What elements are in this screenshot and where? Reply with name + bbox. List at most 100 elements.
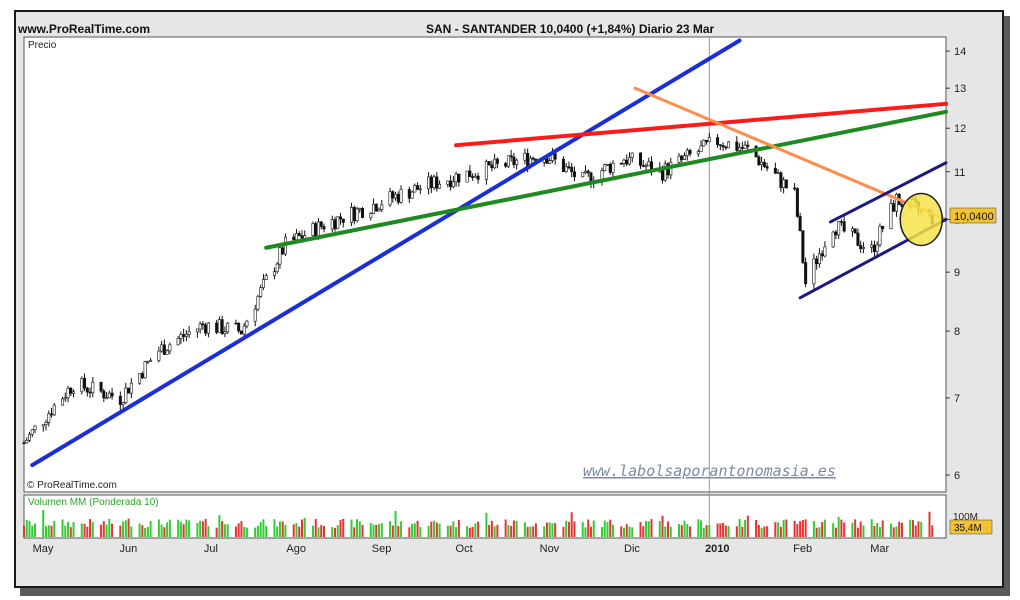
volume-bar	[127, 518, 130, 537]
volume-bar	[757, 524, 760, 537]
candle-body	[272, 271, 276, 276]
site-label: www.ProRealTime.com	[18, 22, 151, 36]
candle-body	[487, 161, 491, 166]
orange-trendline	[633, 86, 948, 221]
volume-bar	[160, 524, 163, 537]
candle-body	[44, 422, 48, 425]
volume-bar	[416, 520, 419, 537]
volume-bar	[204, 518, 207, 537]
candle-body	[80, 378, 84, 393]
candle-body	[418, 188, 422, 191]
candle-body	[311, 223, 315, 236]
candle-body	[493, 158, 497, 169]
candle-body	[99, 381, 103, 392]
volume-bar	[587, 519, 590, 537]
volume-bar	[477, 521, 480, 537]
volume-bar	[259, 522, 262, 537]
candle-body	[432, 176, 436, 188]
volume-bar	[782, 519, 785, 537]
volume-bar	[661, 515, 664, 537]
volume-bar	[488, 524, 491, 537]
volume-bar	[471, 526, 474, 537]
candle-body	[201, 323, 205, 326]
volume-bar	[650, 519, 653, 537]
volume-bar	[854, 519, 857, 537]
volume-bar	[273, 519, 276, 537]
volume-bar	[23, 525, 25, 537]
volume-bar	[804, 519, 807, 537]
volume-bar	[320, 525, 323, 537]
candle-body	[339, 216, 343, 220]
volume-bar	[240, 521, 243, 537]
volume-bar	[408, 527, 411, 537]
volume-bar	[254, 527, 257, 537]
candle-body	[256, 296, 260, 310]
volume-bar	[182, 524, 185, 537]
candle-body	[143, 361, 147, 379]
volume-bar	[419, 527, 422, 537]
volume-bar	[548, 522, 551, 537]
candle-body	[253, 308, 257, 322]
candle-body	[165, 350, 169, 355]
candle-body	[504, 163, 508, 167]
volume-bar	[669, 526, 672, 537]
volume-bar	[532, 526, 535, 537]
volume-bar	[86, 526, 89, 537]
volume-bar	[394, 510, 397, 537]
volume-bar	[223, 524, 226, 537]
x-tick-label: Jun	[119, 543, 137, 555]
candle-body	[275, 263, 279, 273]
candle-body	[688, 149, 692, 155]
candle-body	[622, 159, 626, 164]
candle-body	[515, 159, 519, 166]
candle-body	[663, 163, 667, 181]
volume-bar	[111, 523, 114, 537]
volume-bar	[551, 523, 554, 537]
candle-body	[850, 228, 854, 232]
candle-body	[204, 324, 208, 334]
candle-body	[47, 413, 51, 423]
candle-body	[91, 381, 95, 394]
volume-bar	[339, 519, 342, 537]
volume-bar	[34, 523, 37, 537]
candle-body	[561, 158, 565, 172]
y-tick-label: 11	[954, 167, 965, 179]
volume-bar	[265, 525, 268, 537]
volume-bar	[166, 522, 169, 537]
volume-bar	[50, 525, 53, 537]
y-tick-label: 6	[954, 470, 960, 482]
volume-bar	[722, 522, 725, 537]
candle-body	[727, 141, 731, 149]
candle-body	[72, 391, 76, 394]
volume-bar	[554, 523, 557, 537]
candle-body	[471, 176, 475, 178]
candle-body	[294, 233, 298, 240]
candle-body	[801, 230, 805, 263]
volume-bar	[435, 522, 438, 537]
volume-bar	[911, 520, 914, 537]
x-tick-label: Feb	[793, 543, 812, 555]
volume-bar	[311, 525, 314, 537]
volume-bar	[870, 519, 873, 537]
candle-body	[878, 225, 882, 246]
last-price-box	[949, 207, 997, 224]
candle-body	[468, 170, 472, 177]
volume-bar	[168, 519, 171, 537]
volume-bar	[493, 526, 496, 537]
volume-bar	[779, 526, 782, 537]
candle-body	[740, 147, 744, 149]
candle-body	[160, 344, 164, 352]
y-tick-label: 14	[954, 46, 966, 58]
price-panel	[23, 36, 947, 493]
candle-body	[394, 194, 398, 199]
candle-body	[223, 331, 227, 334]
candle-body	[776, 172, 780, 175]
candle-body	[495, 158, 499, 164]
volume-bar	[534, 523, 537, 537]
candle-body	[804, 262, 808, 285]
candle-body	[680, 155, 684, 160]
candle-body	[52, 404, 56, 416]
volume-bar	[314, 519, 317, 537]
y-tick-label: 13	[954, 83, 966, 95]
candle-body	[377, 209, 381, 212]
